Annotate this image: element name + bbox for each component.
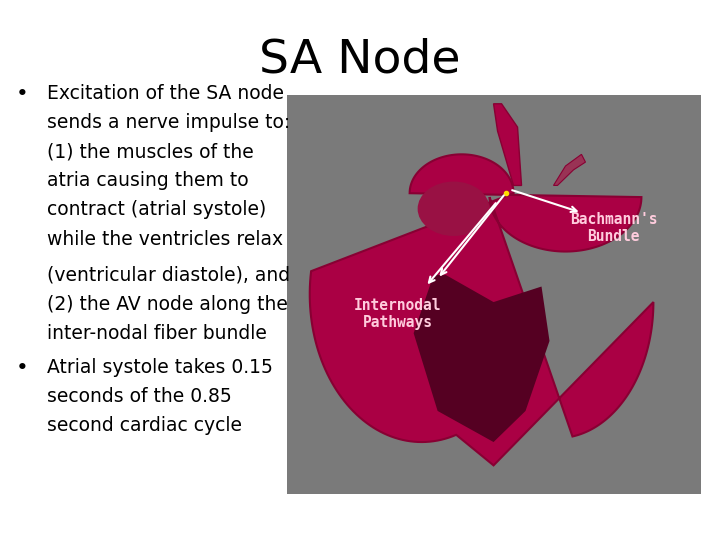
Polygon shape	[310, 154, 654, 465]
Text: (ventricular diastole), and: (ventricular diastole), and	[47, 266, 290, 285]
Text: second cardiac cycle: second cardiac cycle	[47, 416, 242, 435]
Text: sends a nerve impulse to:: sends a nerve impulse to:	[47, 113, 290, 132]
Text: seconds of the 0.85: seconds of the 0.85	[47, 387, 232, 406]
Text: SA Node: SA Node	[259, 38, 461, 83]
Text: inter-nodal fiber bundle: inter-nodal fiber bundle	[47, 325, 266, 343]
Text: •: •	[16, 358, 29, 378]
Text: •: •	[16, 84, 29, 104]
FancyBboxPatch shape	[287, 94, 701, 494]
Text: (2) the AV node along the: (2) the AV node along the	[47, 295, 288, 314]
Text: while the ventricles relax: while the ventricles relax	[47, 230, 283, 248]
Polygon shape	[414, 275, 549, 442]
Polygon shape	[494, 104, 521, 185]
Text: (1) the muscles of the: (1) the muscles of the	[47, 142, 253, 161]
Text: contract (atrial systole): contract (atrial systole)	[47, 200, 266, 219]
Ellipse shape	[418, 181, 490, 236]
Text: atria causing them to: atria causing them to	[47, 171, 248, 190]
Text: Atrial systole takes 0.15: Atrial systole takes 0.15	[47, 358, 273, 377]
Text: Bachmann's
Bundle: Bachmann's Bundle	[570, 212, 657, 245]
Text: Excitation of the SA node: Excitation of the SA node	[47, 84, 284, 103]
Polygon shape	[554, 154, 585, 185]
Text: Internodal
Pathways: Internodal Pathways	[354, 298, 441, 330]
